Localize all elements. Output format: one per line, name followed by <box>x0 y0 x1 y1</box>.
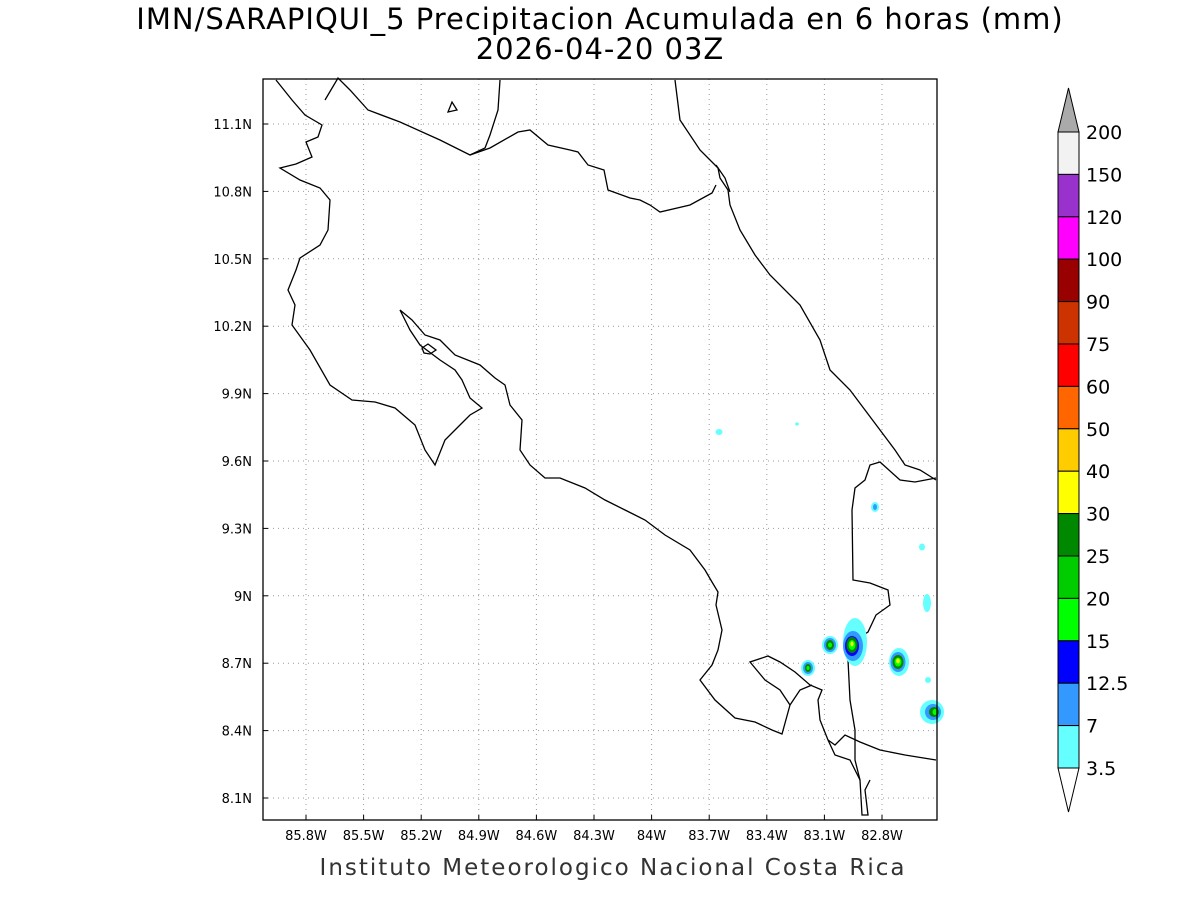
colorbar-segment <box>1057 258 1080 303</box>
lon-tick-label: 84.3W <box>573 829 615 844</box>
colorbar-label: 100 <box>1086 249 1122 271</box>
colorbar-label: 200 <box>1086 122 1122 144</box>
colorbar-segment <box>1057 216 1080 260</box>
lon-tick-label: 84.9W <box>458 829 500 844</box>
lat-tick-label: 10.8N <box>213 185 252 200</box>
colorbar-label: 15 <box>1086 631 1110 653</box>
colorbar-segment <box>1057 385 1080 430</box>
colorbar-segment <box>1057 725 1080 769</box>
lon-tick-label: 84.6W <box>515 829 557 844</box>
map-subtitle: 2026-04-20 03Z <box>475 32 725 66</box>
colorbar-label: 20 <box>1086 588 1110 610</box>
lon-tick-label: 82.8W <box>861 829 903 844</box>
colorbar-segment <box>1057 131 1080 175</box>
colorbar-segment <box>1057 343 1080 387</box>
colorbar-segment <box>1057 173 1080 218</box>
colorbar-segment <box>1057 640 1080 684</box>
lon-tick-label: 83.4W <box>746 829 788 844</box>
colorbar-label: 7 <box>1086 716 1098 738</box>
lat-tick-label: 10.5N <box>213 253 252 268</box>
lat-tick-label: 11.1N <box>213 118 252 133</box>
lat-tick-label: 9.6N <box>222 455 252 470</box>
colorbar-segment <box>1057 301 1080 345</box>
colorbar-label: 12.5 <box>1086 673 1128 695</box>
colorbar-segment <box>1057 428 1080 472</box>
footer-credit: Instituto Meteorologico Nacional Costa R… <box>319 855 907 881</box>
colorbar-label: 120 <box>1086 207 1122 229</box>
lon-tick-label: 85.8W <box>285 829 327 844</box>
map-title: IMN/SARAPIQUI_5 Precipitacion Acumulada … <box>136 2 1064 36</box>
colorbar-under-triangle <box>1057 767 1080 813</box>
colorbar-segment <box>1057 470 1080 515</box>
map-frame <box>262 78 938 821</box>
colorbar-label: 75 <box>1086 334 1110 356</box>
lat-tick-label: 9.3N <box>222 522 252 537</box>
colorbar-segment <box>1057 555 1080 599</box>
colorbar-segment <box>1057 513 1080 557</box>
longitude-ticks: 85.8W 85.5W 85.2W 84.9W 84.6W 84.3W 84W 83.7W 83… <box>285 815 903 844</box>
colorbar-label: 3.5 <box>1086 758 1116 780</box>
lat-tick-label: 8.1N <box>222 792 252 807</box>
colorbar-label: 150 <box>1086 164 1122 186</box>
lat-tick-label: 10.2N <box>213 320 252 335</box>
colorbar-label: 40 <box>1086 461 1110 483</box>
precipitation-cells <box>715 422 944 724</box>
lon-tick-label: 83.1W <box>803 829 845 844</box>
colorbar-segment <box>1057 597 1080 642</box>
lon-tick-label: 84W <box>637 829 667 844</box>
colorbar-label: 25 <box>1086 546 1110 568</box>
lon-tick-label: 85.2W <box>400 829 442 844</box>
lat-tick-label: 8.7N <box>222 657 252 672</box>
colorbar-label: 30 <box>1086 504 1110 526</box>
lat-tick-label: 8.4N <box>222 725 252 740</box>
colorbar-segment <box>1057 682 1080 727</box>
colorbar-over-triangle <box>1057 87 1080 133</box>
lon-tick-label: 85.5W <box>343 829 385 844</box>
latitude-ticks: 11.1N 10.8N 10.5N 10.2N 9.9N 9.6N 9.3N 9N 8.7N 8.… <box>213 118 268 807</box>
grid-lines <box>263 79 937 820</box>
colorbar-label: 60 <box>1086 376 1110 398</box>
coastline <box>275 76 937 816</box>
colorbar-label: 90 <box>1086 292 1110 314</box>
lat-tick-label: 9N <box>234 590 252 605</box>
lat-tick-label: 9.9N <box>222 388 252 403</box>
lon-tick-label: 83.7W <box>688 829 730 844</box>
colorbar: 200 150 120 100 90 75 60 50 40 30 25 20 15 12.5 7 3.5 <box>1057 87 1128 813</box>
colorbar-label: 50 <box>1086 419 1110 441</box>
